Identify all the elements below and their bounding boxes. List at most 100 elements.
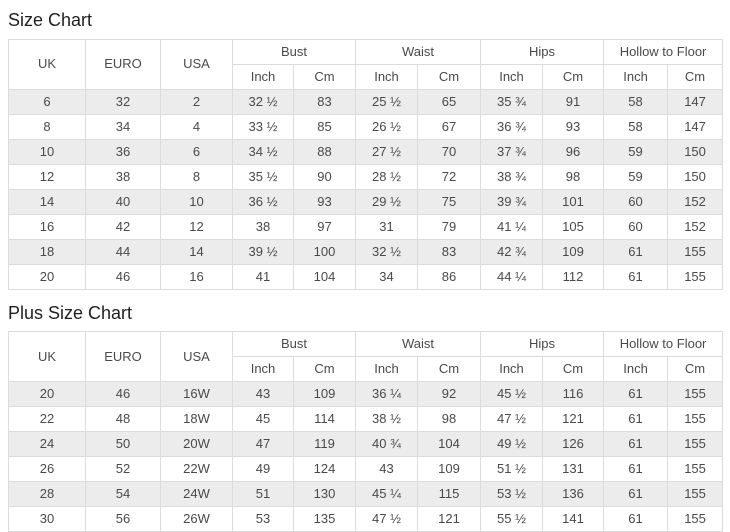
cell-hollow-cm: 152 <box>667 213 724 240</box>
subheader-hollow-cm: Cm <box>667 63 724 90</box>
cell-uk: 6 <box>8 88 86 115</box>
subheader-hips-inch: Inch <box>480 63 544 90</box>
cell-hollow-cm: 155 <box>667 238 724 265</box>
cell-hips-cm: 116 <box>542 381 605 408</box>
cell-hollow-cm: 155 <box>667 506 724 532</box>
subheader-hollow-inch: Inch <box>603 63 669 90</box>
cell-usa: 10 <box>160 188 233 215</box>
cell-bust-cm: 119 <box>292 431 357 458</box>
cell-hips-cm: 98 <box>542 163 605 190</box>
cell-bust-cm: 104 <box>292 263 357 290</box>
cell-hips-inch: 41 ¼ <box>480 213 544 240</box>
column-group-hips: Hips <box>480 331 605 358</box>
cell-waist-inch: 40 ¾ <box>355 431 419 458</box>
column-group-hollow-to-floor: Hollow to Floor <box>603 331 724 358</box>
subheader-hollow-inch: Inch <box>603 356 669 383</box>
cell-usa: 14 <box>160 238 233 265</box>
cell-uk: 30 <box>8 506 86 532</box>
table-row: 24 50 20W 47 119 40 ¾ 104 49 ½ 126 61 155 <box>8 431 724 458</box>
cell-hollow-inch: 61 <box>603 456 669 483</box>
cell-waist-inch: 34 <box>355 263 419 290</box>
cell-uk: 20 <box>8 263 86 290</box>
cell-hips-cm: 126 <box>542 431 605 458</box>
cell-uk: 28 <box>8 481 86 508</box>
table-row: 26 52 22W 49 124 43 109 51 ½ 131 61 155 <box>8 456 724 483</box>
cell-bust-cm: 83 <box>292 88 357 115</box>
cell-euro: 34 <box>85 113 161 140</box>
cell-usa: 12 <box>160 213 233 240</box>
cell-bust-inch: 51 <box>232 481 294 508</box>
cell-bust-inch: 43 <box>232 381 294 408</box>
cell-euro: 40 <box>85 188 161 215</box>
cell-hips-cm: 105 <box>542 213 605 240</box>
cell-waist-cm: 79 <box>417 213 482 240</box>
cell-uk: 10 <box>8 138 86 165</box>
column-header-uk: UK <box>8 38 86 90</box>
cell-euro: 36 <box>85 138 161 165</box>
cell-uk: 8 <box>8 113 86 140</box>
cell-bust-cm: 100 <box>292 238 357 265</box>
column-group-hollow-to-floor: Hollow to Floor <box>603 38 724 65</box>
cell-euro: 46 <box>85 263 161 290</box>
column-group-hips: Hips <box>480 38 605 65</box>
cell-hips-inch: 49 ½ <box>480 431 544 458</box>
cell-hollow-cm: 147 <box>667 113 724 140</box>
cell-hips-cm: 96 <box>542 138 605 165</box>
cell-bust-inch: 47 <box>232 431 294 458</box>
cell-hollow-inch: 59 <box>603 138 669 165</box>
cell-hollow-inch: 60 <box>603 188 669 215</box>
cell-hollow-inch: 61 <box>603 381 669 408</box>
column-header-euro: EURO <box>85 331 161 383</box>
cell-hollow-cm: 150 <box>667 163 724 190</box>
cell-hollow-inch: 58 <box>603 88 669 115</box>
cell-euro: 54 <box>85 481 161 508</box>
cell-euro: 32 <box>85 88 161 115</box>
cell-hips-inch: 55 ½ <box>480 506 544 532</box>
cell-bust-inch: 38 <box>232 213 294 240</box>
cell-hollow-cm: 155 <box>667 381 724 408</box>
cell-waist-cm: 104 <box>417 431 482 458</box>
cell-waist-cm: 72 <box>417 163 482 190</box>
cell-bust-cm: 114 <box>292 406 357 433</box>
cell-waist-inch: 32 ½ <box>355 238 419 265</box>
cell-waist-cm: 98 <box>417 406 482 433</box>
cell-hollow-cm: 150 <box>667 138 724 165</box>
cell-hollow-cm: 155 <box>667 481 724 508</box>
column-group-waist: Waist <box>355 38 482 65</box>
cell-bust-cm: 85 <box>292 113 357 140</box>
cell-uk: 18 <box>8 238 86 265</box>
cell-waist-inch: 38 ½ <box>355 406 419 433</box>
cell-usa: 22W <box>160 456 233 483</box>
cell-hips-inch: 44 ¼ <box>480 263 544 290</box>
cell-euro: 46 <box>85 381 161 408</box>
table-row: 12 38 8 35 ½ 90 28 ½ 72 38 ¾ 98 59 150 <box>8 163 724 190</box>
column-header-uk: UK <box>8 331 86 383</box>
cell-waist-cm: 83 <box>417 238 482 265</box>
cell-hips-inch: 53 ½ <box>480 481 544 508</box>
cell-uk: 14 <box>8 188 86 215</box>
cell-bust-cm: 88 <box>292 138 357 165</box>
cell-uk: 26 <box>8 456 86 483</box>
cell-hollow-inch: 59 <box>603 163 669 190</box>
cell-usa: 8 <box>160 163 233 190</box>
cell-hips-inch: 37 ¾ <box>480 138 544 165</box>
table-row: 20 46 16W 43 109 36 ¼ 92 45 ½ 116 61 155 <box>8 381 724 408</box>
cell-hollow-inch: 61 <box>603 431 669 458</box>
cell-hollow-cm: 155 <box>667 431 724 458</box>
cell-usa: 18W <box>160 406 233 433</box>
cell-hollow-cm: 152 <box>667 188 724 215</box>
table-row: 20 46 16 41 104 34 86 44 ¼ 112 61 155 <box>8 263 724 290</box>
subheader-bust-cm: Cm <box>292 63 357 90</box>
cell-hips-cm: 121 <box>542 406 605 433</box>
cell-usa: 26W <box>160 506 233 532</box>
cell-waist-cm: 65 <box>417 88 482 115</box>
cell-waist-inch: 47 ½ <box>355 506 419 532</box>
subheader-waist-cm: Cm <box>417 63 482 90</box>
cell-hollow-inch: 61 <box>603 263 669 290</box>
subheader-hips-cm: Cm <box>542 63 605 90</box>
column-group-bust: Bust <box>231 38 357 65</box>
size-chart-header: UK EURO USA Bust Waist Hips Hollow to Fl… <box>8 38 724 90</box>
cell-hips-cm: 131 <box>542 456 605 483</box>
cell-euro: 52 <box>85 456 161 483</box>
cell-hips-cm: 93 <box>542 113 605 140</box>
